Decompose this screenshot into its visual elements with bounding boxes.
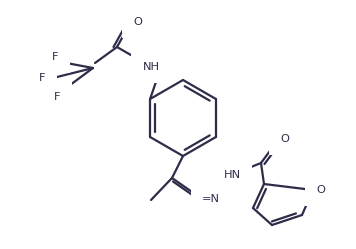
Text: O: O [281, 134, 289, 144]
Text: =N: =N [202, 194, 220, 204]
Text: O: O [134, 17, 142, 27]
Text: NH: NH [142, 62, 159, 72]
Text: O: O [316, 185, 325, 195]
Text: HN: HN [224, 170, 241, 180]
Text: F: F [39, 73, 45, 83]
Text: F: F [54, 92, 60, 102]
Text: F: F [52, 52, 58, 62]
